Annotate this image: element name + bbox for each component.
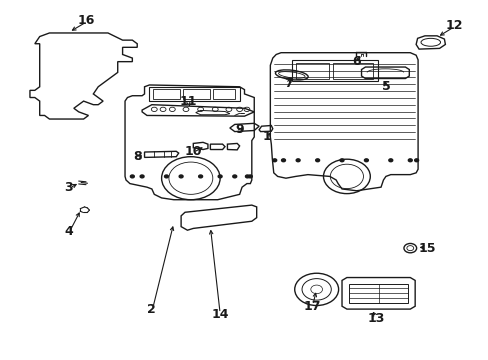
Circle shape: [339, 159, 343, 162]
Text: 14: 14: [211, 308, 228, 321]
Text: 8: 8: [133, 150, 141, 163]
Circle shape: [140, 175, 144, 178]
Bar: [295, 63, 328, 78]
Circle shape: [364, 159, 367, 162]
Circle shape: [407, 159, 411, 162]
Circle shape: [164, 175, 168, 178]
Text: 16: 16: [77, 14, 95, 27]
Text: 5: 5: [381, 80, 389, 93]
Circle shape: [388, 159, 392, 162]
Circle shape: [245, 175, 249, 178]
Circle shape: [414, 159, 418, 162]
Circle shape: [272, 159, 276, 162]
Text: 7: 7: [284, 77, 292, 90]
Text: 4: 4: [64, 225, 73, 238]
Text: 17: 17: [304, 300, 321, 313]
Text: 9: 9: [235, 123, 244, 136]
Text: 2: 2: [147, 303, 156, 316]
Bar: [183, 89, 209, 99]
Circle shape: [179, 175, 183, 178]
Circle shape: [218, 175, 222, 178]
Circle shape: [248, 175, 252, 178]
Text: 13: 13: [366, 311, 384, 325]
Text: 12: 12: [445, 19, 462, 32]
Bar: [213, 89, 235, 99]
Text: 3: 3: [64, 181, 73, 194]
Text: 6: 6: [352, 55, 360, 68]
Bar: [149, 87, 239, 101]
Circle shape: [296, 159, 300, 162]
Circle shape: [315, 159, 319, 162]
Bar: [332, 63, 372, 78]
Bar: [153, 89, 179, 99]
Circle shape: [130, 175, 134, 178]
Bar: [348, 284, 407, 303]
Bar: [292, 60, 377, 81]
Circle shape: [281, 159, 285, 162]
Text: 10: 10: [184, 145, 202, 158]
Circle shape: [232, 175, 236, 178]
Text: 1: 1: [262, 130, 270, 144]
Text: 15: 15: [418, 242, 435, 255]
Circle shape: [198, 175, 202, 178]
Text: 11: 11: [179, 95, 197, 108]
